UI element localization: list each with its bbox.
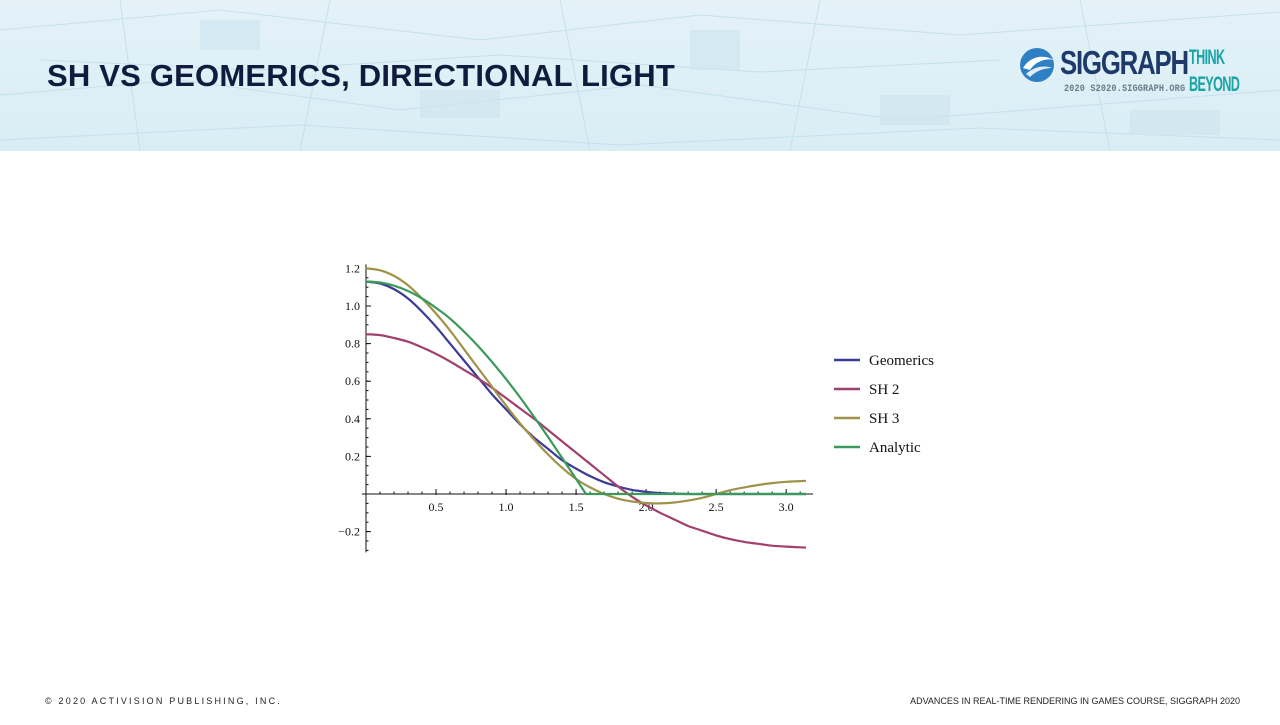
series-line-geomerics <box>365 280 806 496</box>
y-tick-label: 0.2 <box>345 449 360 463</box>
logo-wordmark: SIGGRAPH <box>1060 44 1189 81</box>
slide-title: SH VS GEOMERICS, DIRECTIONAL LIGHT <box>47 58 675 93</box>
series-line-sh-3 <box>365 267 807 505</box>
series-lines <box>365 267 807 549</box>
logo-tagline-top: THINK <box>1189 46 1225 69</box>
legend: Geomerics SH 2 SH 3 Analytic <box>834 353 934 456</box>
siggraph-logo: SIGGRAPH THINK BEYOND 2020 S2020.SIGGRAP… <box>1018 44 1240 102</box>
x-tick-label: 1.0 <box>499 500 514 514</box>
course-footer: ADVANCES IN REAL-TIME RENDERING IN GAMES… <box>910 696 1240 706</box>
x-tick-label: 1.5 <box>569 500 584 514</box>
y-tick-label: 1.0 <box>345 299 360 313</box>
siggraph-swirl-icon <box>1020 48 1054 82</box>
x-tick-label: 3.0 <box>779 500 794 514</box>
series-line-analytic <box>365 280 806 496</box>
header-band <box>0 0 1280 151</box>
map-texture <box>0 0 1280 151</box>
logo-subline: 2020 S2020.SIGGRAPH.ORG <box>1064 84 1186 95</box>
legend-label-sh-2: SH 2 <box>869 382 899 398</box>
y-tick-label: 0.4 <box>345 412 360 426</box>
logo-tagline-bottom: BEYOND <box>1189 73 1240 96</box>
legend-label-analytic: Analytic <box>869 440 921 456</box>
y-tick-label: 1.2 <box>345 261 360 275</box>
y-tick-label: −0.2 <box>338 525 360 539</box>
legend-label-geomerics: Geomerics <box>869 353 934 369</box>
axes: 0.5 1.0 1.5 2.0 2.5 3.0−0.20.20.40.60.81.01.2 <box>338 261 813 553</box>
x-tick-label: 2.5 <box>709 500 724 514</box>
legend-label-sh-3: SH 3 <box>869 411 899 427</box>
series-line-sh-2 <box>365 333 807 549</box>
y-tick-label: 0.6 <box>345 374 360 388</box>
y-tick-label: 0.8 <box>345 337 360 351</box>
x-tick-label: 0.5 <box>429 500 444 514</box>
copyright-footer: © 2020 ACTIVISION PUBLISHING, INC. <box>45 696 282 706</box>
